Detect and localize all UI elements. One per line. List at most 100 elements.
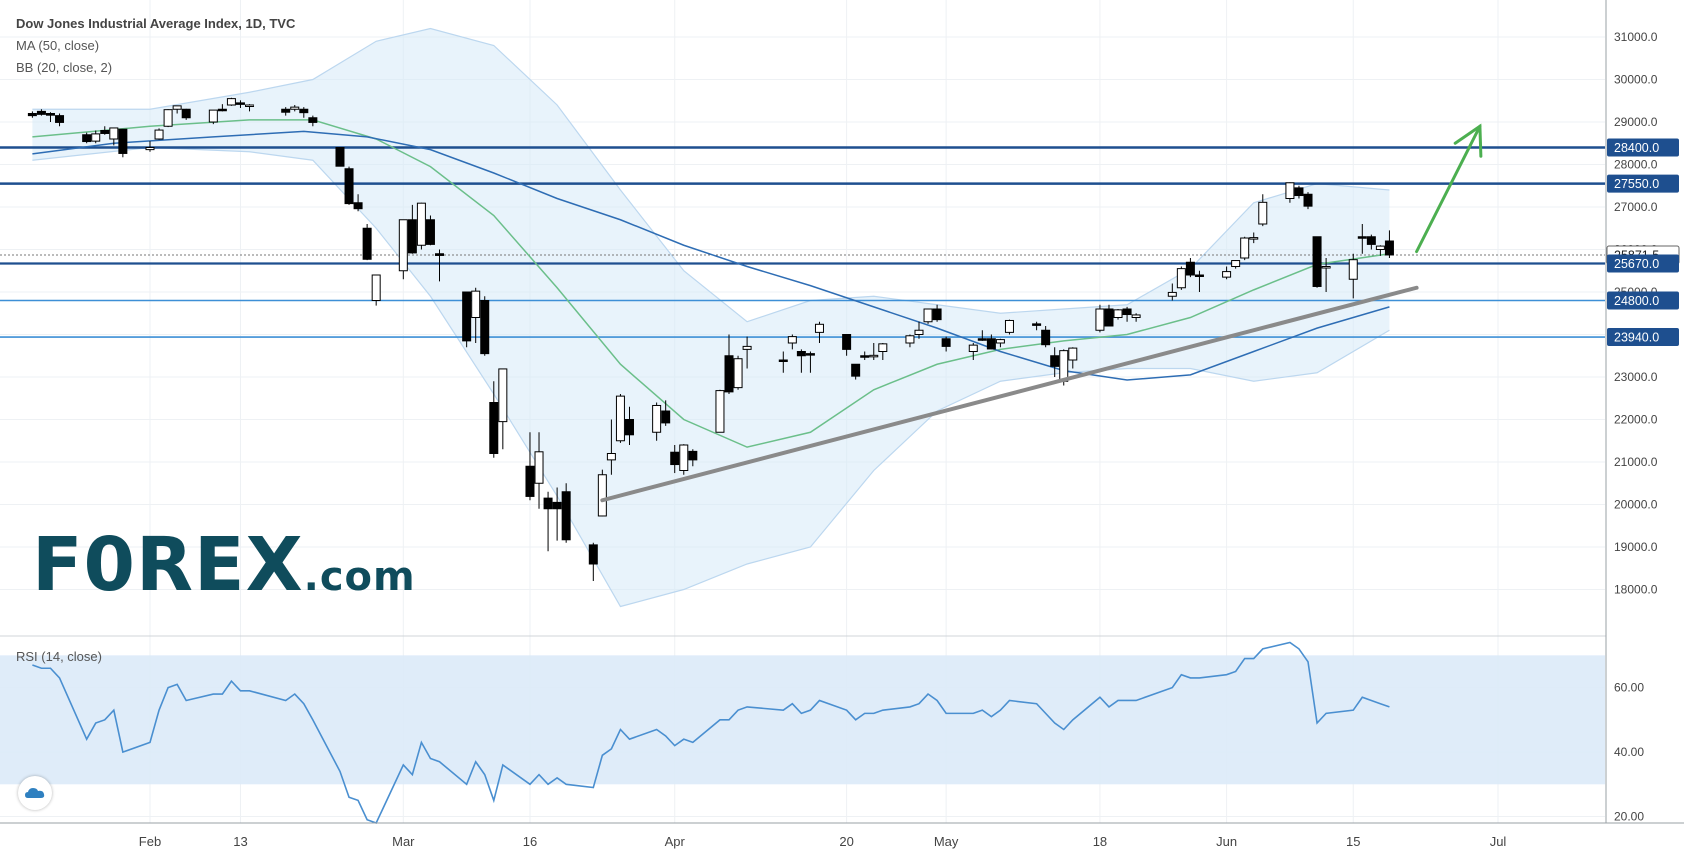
price-tick-label: 30000.0: [1614, 73, 1658, 87]
candle-body: [217, 108, 227, 112]
rsi-tick-label: 40.00: [1614, 745, 1644, 759]
candle-body: [606, 453, 616, 461]
price-tick-label: 19000.0: [1614, 540, 1658, 554]
candle-body: [1249, 237, 1259, 240]
logo-suffix: .com: [303, 554, 416, 600]
candle-body: [1068, 347, 1078, 361]
candle-body: [416, 202, 426, 246]
arrow-head-icon: [1453, 123, 1483, 158]
candle-body: [1258, 201, 1268, 225]
candle-body: [163, 109, 173, 127]
candle-body: [371, 274, 381, 301]
time-tick-label: 13: [233, 834, 247, 849]
candle-body: [914, 329, 924, 335]
candle-body: [588, 544, 598, 565]
candle-body: [1222, 271, 1232, 278]
time-tick-label: Mar: [392, 834, 415, 849]
candle-body: [480, 300, 490, 355]
candle-body: [742, 345, 752, 350]
candle-body: [1321, 266, 1331, 269]
logo-wordmark: F0REX: [32, 522, 304, 608]
candle-body: [1176, 268, 1186, 289]
price-tick-label: 31000.0: [1614, 30, 1658, 44]
candle-body: [670, 451, 680, 466]
candle-body: [1357, 236, 1367, 239]
candle-body: [91, 133, 101, 142]
candle-body: [679, 444, 689, 471]
candle-body: [299, 108, 309, 114]
candle-body: [1032, 323, 1042, 326]
candle-body: [1004, 319, 1014, 333]
candle-body: [462, 291, 472, 342]
candle-body: [661, 410, 671, 424]
candle-body: [968, 344, 978, 352]
time-tick-label: 18: [1093, 834, 1107, 849]
candle-body: [425, 219, 435, 245]
rsi-pane: [0, 635, 1684, 824]
candle-body: [561, 491, 571, 541]
time-tick-label: Jul: [1490, 834, 1507, 849]
level-price-badge: [1607, 328, 1679, 347]
candle-body: [796, 351, 806, 357]
drawings: [600, 123, 1483, 503]
bb-upper-line: [32, 27, 1390, 323]
candle-body: [733, 358, 743, 389]
candle-body: [932, 308, 942, 321]
candle-body: [724, 355, 734, 393]
candle-body: [281, 108, 291, 113]
candle-body: [851, 363, 861, 377]
candle-body: [1384, 240, 1394, 256]
time-tick-label: Apr: [665, 834, 686, 849]
price-tick-label: 22000.0: [1614, 413, 1658, 427]
candlesticks: [27, 97, 1394, 581]
candle-body: [860, 355, 870, 358]
price-tick-label: 18000.0: [1614, 583, 1658, 597]
level-price-badge: [1607, 174, 1679, 193]
candle-body: [778, 359, 788, 362]
candle-body: [1050, 355, 1060, 367]
candle-body: [787, 336, 797, 344]
time-tick-label: 16: [523, 834, 537, 849]
forex-logo: F0REX.com: [32, 522, 416, 608]
candle-body: [1294, 187, 1304, 197]
price-tick-label: 20000.0: [1614, 498, 1658, 512]
candle-body: [1095, 308, 1105, 331]
candle-body: [1285, 182, 1295, 199]
candle-body: [814, 323, 824, 333]
bb-fill: [32, 28, 1390, 607]
price-badge-label: 23940.0: [1614, 331, 1659, 345]
ma50-line: [32, 130, 1390, 381]
rsi-band: [0, 655, 1605, 785]
candle-body: [109, 127, 119, 140]
price-badge-label: 24800.0: [1614, 294, 1659, 308]
rsi-tick-label: 60.00: [1614, 681, 1644, 695]
candle-body: [1312, 236, 1322, 287]
candle-body: [1113, 309, 1123, 319]
candle-body: [715, 390, 725, 433]
candle-body: [154, 129, 164, 140]
candle-body: [335, 147, 345, 167]
candle-body: [100, 130, 110, 134]
rsi-tick-label: 20.00: [1614, 810, 1644, 824]
indicator-lines: [32, 119, 1390, 448]
time-tick-label: May: [934, 834, 959, 849]
candle-body: [1375, 245, 1385, 251]
tradingview-logo-icon[interactable]: [18, 776, 52, 810]
candle-body: [82, 134, 92, 143]
candle-body: [235, 102, 245, 105]
legend-rsi: RSI (14, close): [16, 649, 102, 664]
candle-body: [1185, 261, 1195, 276]
level-price-badge: [1607, 254, 1679, 273]
candle-body: [1303, 193, 1313, 207]
candle-body: [652, 404, 662, 433]
candle-body: [353, 202, 363, 210]
price-badge-label: 28400.0: [1614, 141, 1659, 155]
level-price-badge: [1607, 138, 1679, 157]
candle-body: [1366, 236, 1376, 245]
candle-body: [905, 335, 915, 344]
candle-body: [624, 419, 634, 436]
price-tick-label: 23000.0: [1614, 370, 1658, 384]
candle-body: [398, 219, 408, 272]
price-badge-label: 25670.0: [1614, 257, 1659, 271]
